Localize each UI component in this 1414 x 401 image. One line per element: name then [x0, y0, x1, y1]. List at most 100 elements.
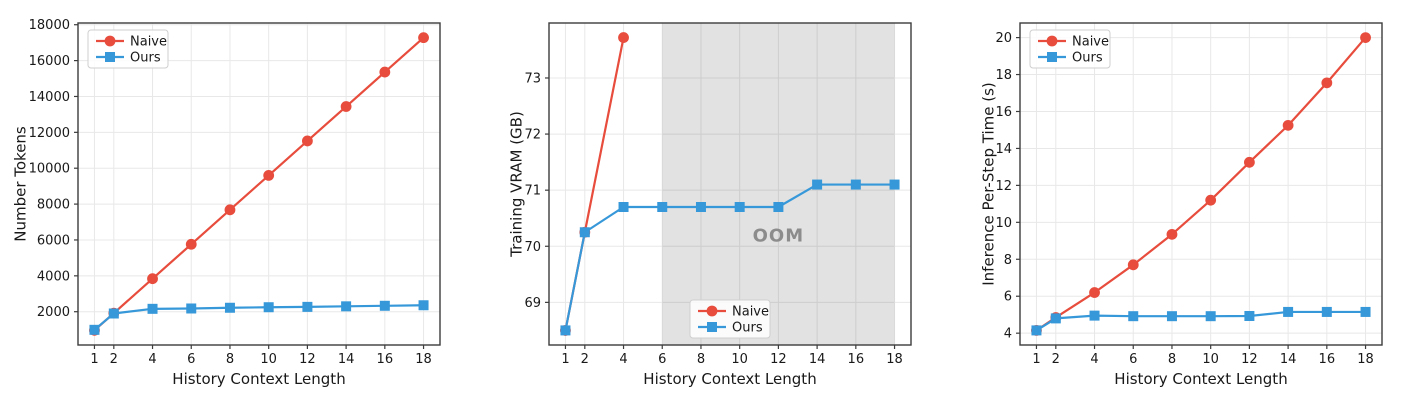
svg-text:14: 14 — [1280, 352, 1297, 367]
marker-square — [1166, 311, 1177, 322]
marker-circle — [1243, 156, 1255, 168]
marker-square — [379, 300, 390, 311]
marker-square — [560, 325, 571, 336]
marker-square — [579, 227, 590, 238]
svg-text:12: 12 — [995, 179, 1012, 194]
chart-training-vram: OOM 1 2 4 6 8 10 12 14 16 18 69 70 71 72 73 History Cont… — [471, 0, 942, 401]
marker-square — [1244, 310, 1255, 321]
marker-square — [734, 202, 745, 212]
y-axis-ticks: 69 70 71 72 73 — [524, 71, 549, 311]
marker-square — [850, 179, 861, 190]
y-axis-label: Inference Per-Step Time (s) — [979, 82, 997, 286]
svg-text:10: 10 — [731, 352, 748, 367]
svg-text:10000: 10000 — [29, 162, 70, 177]
marker-circle — [1089, 287, 1100, 298]
svg-text:12: 12 — [299, 352, 316, 367]
svg-text:72: 72 — [524, 128, 541, 143]
svg-text:2: 2 — [110, 352, 118, 367]
marker-square — [1283, 306, 1294, 317]
svg-text:70: 70 — [524, 240, 541, 255]
svg-text:14: 14 — [809, 352, 826, 367]
chart-number-tokens: 1 2 4 6 8 10 12 14 16 18 2000 4000 6000 8000 10000 1200… — [0, 0, 471, 401]
legend-label-naive: Naive — [732, 305, 769, 320]
marker-square — [773, 202, 784, 212]
series-naive — [1031, 32, 1371, 336]
marker-square — [1050, 313, 1061, 324]
marker-square — [1205, 311, 1216, 322]
marker-circle — [301, 135, 313, 147]
svg-text:6: 6 — [1129, 352, 1137, 367]
chart-svg-number-tokens: 1 2 4 6 8 10 12 14 16 18 2000 4000 6000 8000 10000 1200… — [11, 18, 441, 388]
marker-circle — [185, 238, 197, 250]
marker-square — [695, 202, 706, 212]
x-axis-label: History Context Length — [1114, 370, 1287, 388]
svg-text:8000: 8000 — [37, 198, 70, 213]
svg-text:14000: 14000 — [29, 90, 70, 105]
marker-square — [657, 202, 668, 212]
series-naive — [89, 32, 429, 336]
svg-text:73: 73 — [524, 71, 541, 86]
svg-text:16: 16 — [1319, 352, 1336, 367]
marker-square — [224, 302, 235, 313]
marker-square — [1031, 325, 1042, 336]
legend-label-ours: Ours — [1072, 51, 1103, 66]
svg-text:10: 10 — [995, 216, 1012, 231]
axes-spines — [548, 22, 912, 346]
marker-square — [1128, 311, 1139, 322]
marker-square — [147, 303, 158, 314]
marker-square — [105, 52, 115, 62]
marker-square — [889, 179, 900, 190]
svg-text:18: 18 — [1357, 352, 1374, 367]
svg-text:4: 4 — [1090, 352, 1098, 367]
svg-text:18: 18 — [415, 352, 432, 367]
x-axis-label: History Context Length — [172, 370, 345, 388]
chart-inference-time: 1 2 4 6 8 10 12 14 16 18 4 6 8 10 12 14 16 18 20 History Co… — [942, 0, 1414, 401]
axes-spines — [1019, 22, 1383, 346]
legend-label-naive: Naive — [130, 35, 167, 50]
marker-square — [341, 301, 352, 312]
marker-square — [89, 324, 100, 335]
x-axis-ticks: 1 2 4 6 8 10 12 14 16 18 — [1032, 345, 1374, 367]
svg-text:14: 14 — [995, 142, 1012, 157]
marker-circle — [263, 169, 275, 181]
x-axis-ticks: 1 2 4 6 8 10 12 14 16 18 — [90, 345, 432, 367]
marker-circle — [1360, 32, 1371, 43]
svg-text:6: 6 — [187, 352, 195, 367]
marker-circle — [1321, 77, 1333, 89]
svg-text:4: 4 — [1004, 327, 1012, 342]
oom-label: OOM — [753, 225, 805, 246]
svg-text:12: 12 — [1241, 352, 1258, 367]
gridlines — [1020, 23, 1382, 345]
svg-text:8: 8 — [1168, 352, 1176, 367]
svg-text:20: 20 — [995, 31, 1012, 46]
marker-circle — [1046, 35, 1058, 47]
marker-circle — [1127, 259, 1139, 271]
svg-text:14: 14 — [338, 352, 355, 367]
svg-text:71: 71 — [524, 184, 541, 199]
marker-circle — [340, 101, 352, 112]
svg-text:12: 12 — [770, 352, 787, 367]
svg-text:8: 8 — [1004, 253, 1012, 268]
legend-label-ours: Ours — [732, 321, 763, 336]
y-axis-label: Number Tokens — [11, 126, 29, 242]
marker-square — [108, 308, 119, 319]
svg-text:69: 69 — [524, 296, 541, 311]
svg-text:6: 6 — [658, 352, 666, 367]
marker-circle — [104, 35, 116, 47]
svg-text:1: 1 — [1032, 352, 1040, 367]
svg-text:2: 2 — [1052, 352, 1060, 367]
svg-text:2000: 2000 — [37, 305, 70, 320]
svg-text:18: 18 — [886, 352, 903, 367]
marker-circle — [224, 204, 236, 216]
marker-circle — [1205, 194, 1217, 206]
svg-text:8: 8 — [226, 352, 234, 367]
svg-text:1: 1 — [561, 352, 569, 367]
y-axis-ticks: 4 6 8 10 12 14 16 18 20 — [995, 31, 1020, 342]
marker-square — [263, 302, 274, 313]
marker-square — [302, 301, 313, 312]
chart-svg-training-vram: OOM 1 2 4 6 8 10 12 14 16 18 69 70 71 72 73 History Cont… — [507, 22, 912, 388]
